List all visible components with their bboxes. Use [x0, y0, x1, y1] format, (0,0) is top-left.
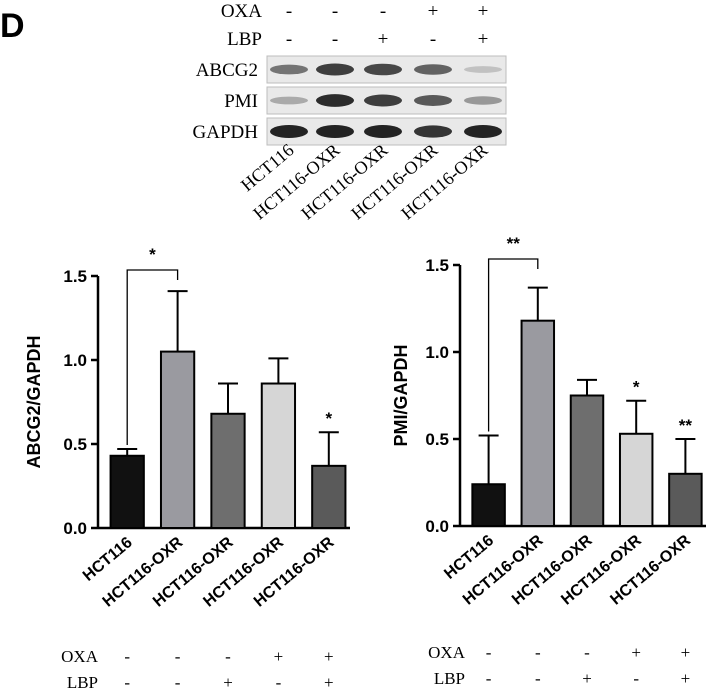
treatment-sign: - — [276, 673, 282, 690]
bar — [520, 319, 556, 527]
blot-band — [316, 63, 354, 76]
significance-bracket — [487, 258, 539, 432]
blot-band — [270, 125, 308, 138]
blot-band — [464, 66, 502, 73]
y-tick-label: 1.5 — [63, 267, 87, 286]
treatment-sign: - — [535, 669, 541, 688]
blot-treatment-table: OXA - - - + + LBP - - + - + — [221, 1, 489, 50]
blot-treatment-sign: - — [286, 1, 292, 22]
treatment-sign: - — [175, 673, 181, 690]
panel-label: D — [0, 7, 25, 45]
y-tick-label: 1.5 — [425, 256, 449, 275]
treatment-name: LBP — [67, 673, 98, 690]
significance-bracket — [126, 269, 179, 446]
significance-marker: ** — [679, 416, 693, 435]
bar — [109, 454, 145, 530]
blot-band — [364, 125, 402, 138]
blot-treatment-sign: - — [430, 29, 436, 50]
treatment-sign: + — [324, 647, 334, 666]
bar — [668, 472, 703, 527]
treatment-sign: + — [631, 643, 641, 662]
treatment-sign: - — [633, 669, 639, 688]
y-tick-label: 1.0 — [425, 343, 449, 362]
blot-treatment-sign: - — [286, 29, 292, 50]
blot-band — [414, 64, 452, 75]
pmi-bar-chart: 0.00.51.01.5PMI/GAPDHHCT116HCT116-OXRHCT… — [391, 234, 706, 688]
treatment-name: LBP — [434, 669, 465, 688]
significance-marker: * — [149, 245, 156, 264]
blot-band — [270, 96, 308, 105]
bar — [159, 350, 196, 529]
treatment-name: OXA — [428, 643, 466, 662]
blot-treatment-sign: - — [332, 29, 338, 50]
blot-band — [464, 125, 502, 138]
blot-row-label: GAPDH — [193, 122, 259, 143]
treatment-sign: + — [582, 669, 592, 688]
treatment-sign: - — [175, 647, 181, 666]
bar — [210, 412, 246, 530]
blot-row-label: PMI — [224, 91, 258, 112]
treatment-sign: + — [324, 673, 334, 690]
blot-band — [316, 94, 354, 107]
y-tick-label: 1.0 — [63, 351, 87, 370]
western-blot: OXA - - - + + LBP - - + - + ABCG2 PMI GAPDH HCT116HCT… — [193, 1, 507, 224]
treatment-sign: + — [681, 643, 691, 662]
blot-band — [414, 125, 452, 138]
y-axis-label: ABCG2/GAPDH — [24, 335, 44, 468]
blot-treatment-sign: + — [378, 29, 389, 50]
y-axis-label: PMI/GAPDH — [391, 344, 411, 446]
blot-treatment-sign: + — [478, 1, 489, 22]
blot-treatment-sign: - — [332, 1, 338, 22]
treatment-sign: + — [274, 647, 284, 666]
blot-treatment-sign: + — [428, 1, 439, 22]
significance-marker: * — [633, 378, 640, 397]
treatment-sign: - — [124, 673, 130, 690]
y-tick-label: 0.5 — [63, 435, 87, 454]
treatment-sign: - — [225, 647, 231, 666]
treatment-sign: - — [124, 647, 130, 666]
treatment-sign: - — [486, 669, 492, 688]
treatment-sign: - — [486, 643, 492, 662]
treatment-name: OXA — [61, 647, 99, 666]
bar — [471, 483, 506, 527]
y-tick-label: 0.0 — [63, 519, 87, 538]
blot-row-label: ABCG2 — [196, 60, 258, 81]
blot-treatment-sign: + — [478, 29, 489, 50]
bar — [260, 382, 297, 529]
treatment-sign: - — [584, 643, 590, 662]
blot-band — [364, 94, 402, 107]
blot-band — [414, 95, 452, 106]
y-tick-label: 0.0 — [425, 517, 449, 536]
blot-rows: ABCG2 PMI GAPDH — [193, 55, 507, 146]
blot-treatment-sign: - — [380, 1, 386, 22]
blot-lane-label: HCT116-OXR — [397, 140, 491, 224]
significance-marker: ** — [507, 234, 521, 253]
bar — [311, 464, 347, 529]
blot-band — [316, 125, 354, 138]
treatment-sign: - — [535, 643, 541, 662]
treatment-sign: + — [681, 669, 691, 688]
bar — [618, 432, 654, 527]
significance-marker: * — [325, 409, 332, 428]
blot-band — [270, 64, 308, 75]
bar — [569, 394, 605, 527]
y-tick-label: 0.5 — [425, 430, 449, 449]
blot-treatment-name: OXA — [221, 1, 262, 22]
blot-band — [464, 96, 502, 105]
blot-treatment-name: LBP — [227, 29, 262, 50]
treatment-sign: + — [223, 673, 233, 690]
blot-lane-labels: HCT116HCT116-OXRHCT116-OXRHCT116-OXRHCT1… — [237, 140, 492, 224]
blot-band — [364, 63, 402, 76]
abcg2-bar-chart: 0.00.51.01.5ABCG2/GAPDHHCT116HCT116-OXRH… — [24, 245, 350, 690]
